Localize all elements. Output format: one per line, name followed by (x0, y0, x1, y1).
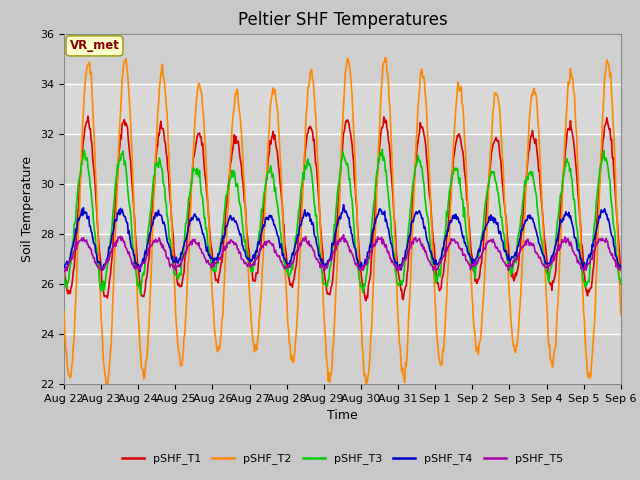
pSHF_T3 (70, 222, 78, 228)
pSHF_T5 (214, 259, 221, 265)
pSHF_T4 (428, 252, 436, 258)
pSHF_T4 (60, 264, 68, 270)
pSHF_T4 (70, 237, 78, 243)
pSHF_T3 (428, 257, 436, 263)
pSHF_T5 (184, 243, 192, 249)
pSHF_T4 (127, 245, 135, 251)
pSHF_T2 (214, 348, 222, 353)
pSHF_T3 (185, 195, 193, 201)
pSHF_T4 (214, 251, 222, 257)
pSHF_T2 (381, 55, 389, 60)
pSHF_T2 (185, 255, 193, 261)
pSHF_T1 (84, 113, 92, 119)
pSHF_T3 (127, 220, 135, 226)
pSHF_T2 (617, 312, 625, 317)
pSHF_T1 (70, 265, 78, 271)
pSHF_T5 (60, 269, 68, 275)
Y-axis label: Soil Temperature: Soil Temperature (22, 156, 35, 262)
Bar (64, 234, 621, 284)
Title: Peltier SHF Temperatures: Peltier SHF Temperatures (237, 11, 447, 29)
pSHF_T3 (60, 276, 68, 282)
pSHF_T3 (617, 281, 625, 287)
Line: pSHF_T1: pSHF_T1 (64, 116, 621, 300)
pSHF_T1 (128, 183, 136, 189)
Bar (64, 334, 621, 384)
pSHF_T3 (214, 261, 222, 266)
pSHF_T2 (128, 152, 136, 158)
pSHF_T4 (412, 210, 419, 216)
pSHF_T2 (70, 337, 78, 343)
pSHF_T1 (214, 280, 222, 286)
pSHF_T3 (137, 292, 145, 298)
pSHF_T5 (70, 249, 78, 254)
pSHF_T4 (185, 223, 193, 229)
Text: VR_met: VR_met (70, 39, 120, 52)
pSHF_T1 (617, 267, 625, 273)
pSHF_T5 (411, 236, 419, 242)
pSHF_T1 (412, 162, 419, 168)
Line: pSHF_T4: pSHF_T4 (64, 204, 621, 272)
pSHF_T1 (60, 263, 68, 268)
Bar (64, 34, 621, 84)
pSHF_T5 (127, 258, 135, 264)
pSHF_T5 (428, 263, 435, 268)
pSHF_T4 (136, 269, 144, 275)
pSHF_T1 (185, 214, 193, 220)
pSHF_T1 (362, 298, 370, 303)
pSHF_T4 (617, 264, 625, 270)
pSHF_T1 (428, 221, 436, 227)
pSHF_T2 (428, 226, 436, 232)
pSHF_T5 (340, 232, 348, 238)
Line: pSHF_T2: pSHF_T2 (64, 58, 621, 389)
Line: pSHF_T5: pSHF_T5 (64, 235, 621, 272)
pSHF_T2 (103, 386, 111, 392)
pSHF_T3 (378, 146, 386, 152)
Legend: pSHF_T1, pSHF_T2, pSHF_T3, pSHF_T4, pSHF_T5: pSHF_T1, pSHF_T2, pSHF_T3, pSHF_T4, pSHF… (117, 449, 568, 469)
pSHF_T2 (60, 308, 68, 313)
pSHF_T5 (617, 267, 625, 273)
Bar (64, 134, 621, 184)
pSHF_T4 (340, 202, 348, 207)
X-axis label: Time: Time (327, 409, 358, 422)
pSHF_T3 (412, 164, 419, 170)
Line: pSHF_T3: pSHF_T3 (64, 149, 621, 295)
pSHF_T2 (412, 155, 419, 160)
